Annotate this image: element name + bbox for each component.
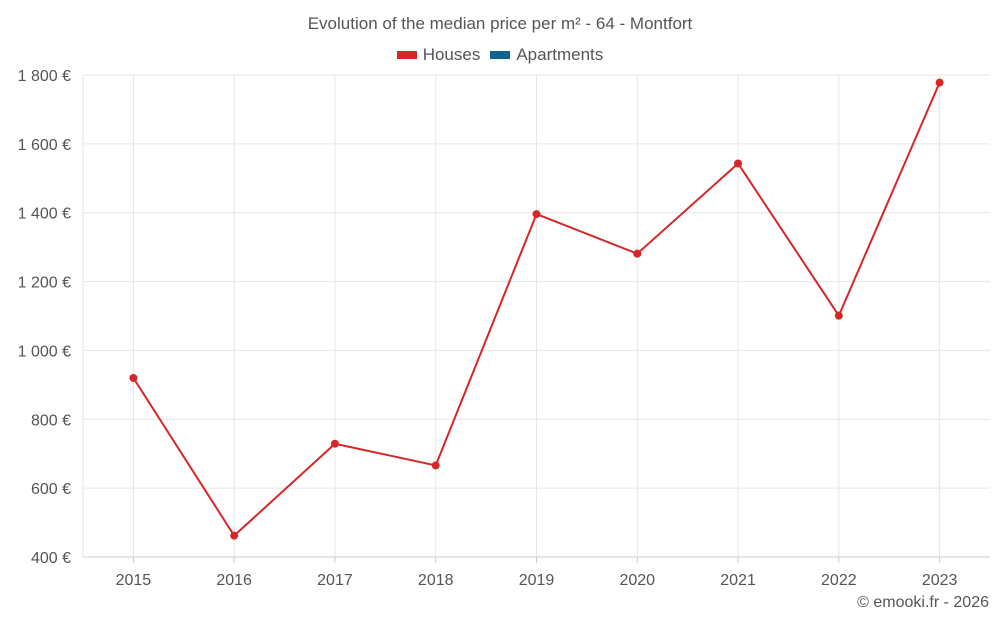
x-tick-label: 2015 [116, 572, 152, 589]
data-point-houses[interactable] [834, 311, 843, 320]
x-tick-label: 2017 [317, 572, 353, 589]
y-tick-label: 800 € [31, 412, 71, 429]
x-tick-label: 2021 [720, 572, 756, 589]
legend-swatch-houses [396, 51, 417, 59]
y-tick-label: 1 600 € [18, 137, 71, 154]
y-tick-label: 1 400 € [18, 206, 71, 223]
data-point-houses[interactable] [330, 439, 339, 448]
y-tick-label: 1 000 € [18, 343, 71, 360]
data-point-houses[interactable] [734, 159, 743, 168]
legend-label-houses: Houses [422, 45, 481, 64]
data-point-houses[interactable] [935, 78, 944, 87]
y-tick-label: 600 € [31, 481, 71, 498]
x-tick-label: 2023 [922, 572, 958, 589]
x-tick-label: 2022 [821, 572, 857, 589]
legend-item-apartments[interactable]: Apartments [490, 45, 603, 65]
data-point-houses[interactable] [230, 531, 239, 540]
data-point-houses[interactable] [129, 373, 138, 382]
x-tick-label: 2019 [519, 572, 555, 589]
x-tick-label: 2018 [418, 572, 454, 589]
data-point-houses[interactable] [431, 461, 440, 470]
credit: © emooki.fr - 2026 [857, 594, 989, 611]
data-point-houses[interactable] [532, 210, 541, 219]
legend-label-apartments: Apartments [516, 45, 604, 64]
legend-item-houses[interactable]: Houses [396, 45, 481, 65]
x-tick-label: 2016 [216, 572, 252, 589]
legend-swatch-apartments [490, 51, 511, 59]
legend: Houses Apartments [0, 45, 1000, 65]
y-tick-label: 400 € [31, 550, 71, 567]
chart-title: Evolution of the median price per m² - 6… [307, 14, 693, 33]
data-point-houses[interactable] [633, 249, 642, 258]
y-tick-label: 1 800 € [18, 68, 71, 85]
y-tick-label: 1 200 € [18, 275, 71, 292]
x-tick-label: 2020 [619, 572, 655, 589]
